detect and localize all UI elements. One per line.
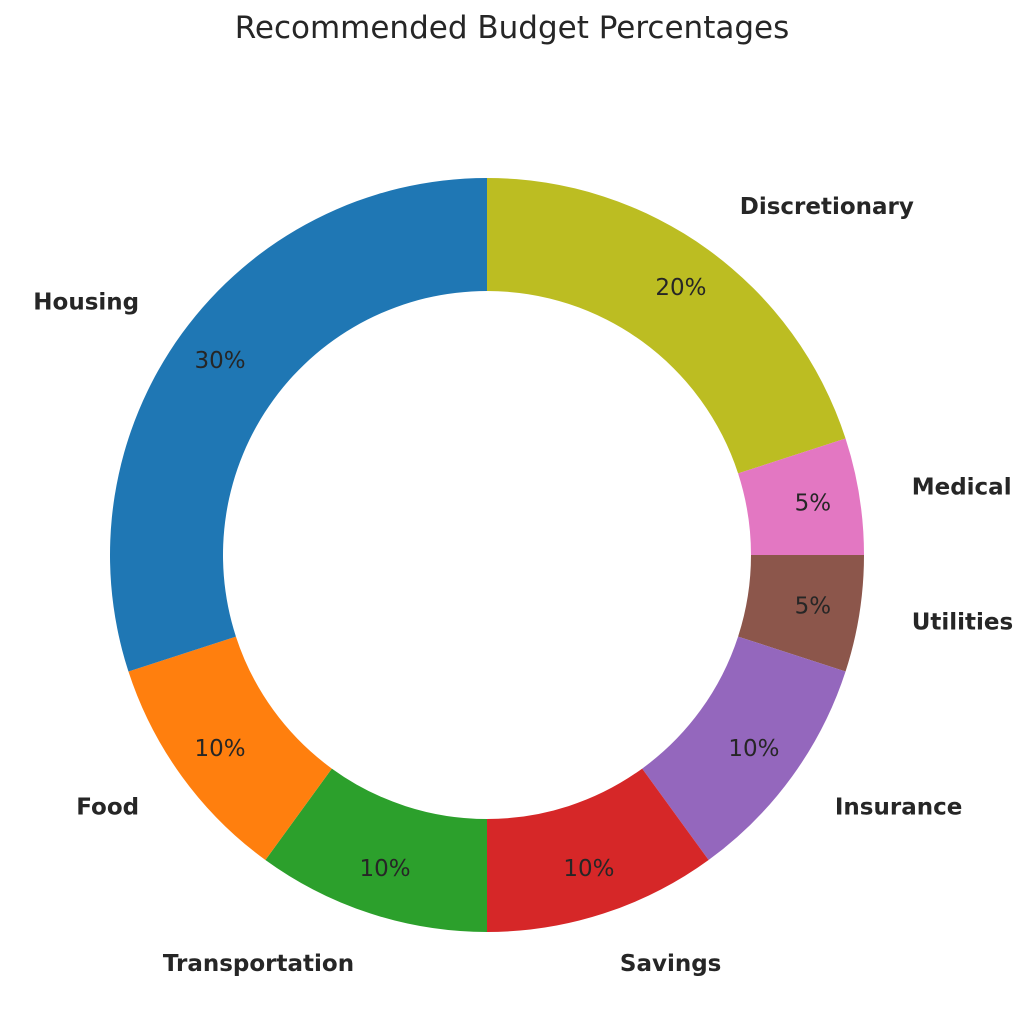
- pct-label-savings: 10%: [563, 856, 614, 882]
- category-label-utilities: Utilities: [912, 609, 1014, 635]
- category-label-transportation: Transportation: [163, 951, 354, 977]
- slice-savings: [487, 768, 709, 932]
- category-label-discretionary: Discretionary: [740, 194, 914, 220]
- category-label-medical: Medical: [912, 475, 1012, 501]
- pct-label-medical: 5%: [795, 490, 832, 516]
- pct-label-food: 10%: [194, 736, 245, 762]
- pct-label-housing: 30%: [194, 348, 245, 374]
- donut-slices: [109, 178, 864, 932]
- pct-label-discretionary: 20%: [655, 275, 706, 301]
- pct-label-insurance: 10%: [728, 736, 779, 762]
- slice-transportation: [265, 768, 487, 932]
- chart-title: Recommended Budget Percentages: [234, 10, 790, 46]
- category-label-housing: Housing: [33, 289, 139, 315]
- slice-utilities: [738, 555, 864, 672]
- pct-label-utilities: 5%: [795, 594, 832, 620]
- category-label-food: Food: [76, 795, 139, 821]
- slice-medical: [738, 438, 864, 555]
- donut-labels: 20% Discretionary 5% Medical 5% Utilities 10% I…: [33, 194, 1013, 977]
- slice-food: [128, 636, 332, 860]
- slice-discretionary: [487, 178, 846, 474]
- category-label-insurance: Insurance: [835, 795, 962, 821]
- slice-housing: [109, 178, 487, 672]
- slice-insurance: [642, 636, 846, 860]
- pct-label-transportation: 10%: [359, 856, 410, 882]
- category-label-savings: Savings: [620, 951, 722, 977]
